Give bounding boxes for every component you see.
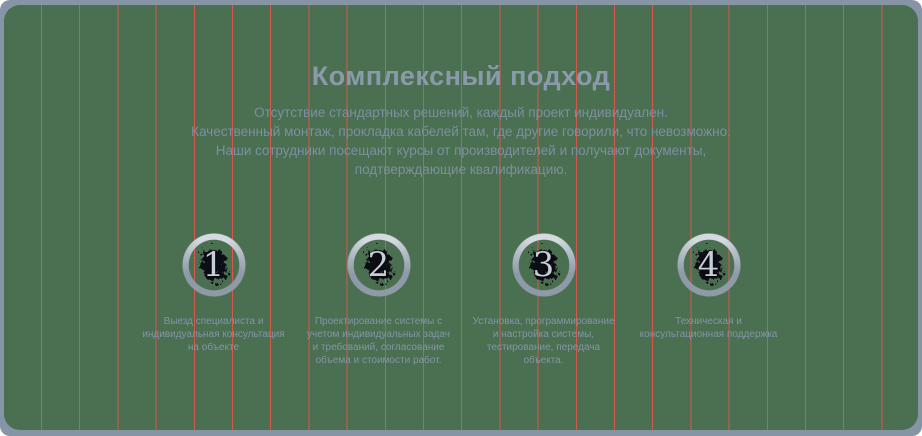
section-content: Комплексный подход Отсутствие стандартны… — [4, 61, 918, 430]
step-4-number: 4 — [697, 245, 720, 285]
steps-row: 1 Выезд специалиста и индивидуальная кон… — [131, 233, 791, 367]
step-4: 4 Техническая и консультационная поддерж… — [626, 233, 791, 367]
section-card: Комплексный подход Отсутствие стандартны… — [4, 5, 918, 430]
step-1-number: 1 — [202, 245, 225, 285]
step-3-badge: 3 — [511, 233, 576, 297]
step-2: 2 Проектирование системы с учетом индиви… — [296, 233, 461, 367]
step-4-badge: 4 — [676, 233, 741, 297]
step-2-caption: Проектирование системы с учетом индивиду… — [307, 316, 450, 366]
step-3-number: 3 — [532, 245, 555, 285]
step-2-badge: 2 — [346, 233, 411, 297]
step-1-badge: 1 — [181, 233, 246, 297]
step-4-caption: Техническая и консультационная поддержка — [639, 316, 778, 340]
section-subtitle: Отсутствие стандартных решений, каждый п… — [191, 105, 731, 177]
step-3: 3 Установка, программирование и настройк… — [461, 233, 626, 367]
step-3-caption: Установка, программирование и настройка … — [472, 316, 615, 366]
step-1-caption: Выезд специалиста и индивидуальная консу… — [142, 316, 285, 353]
step-2-number: 2 — [367, 245, 390, 285]
section-title: Комплексный подход — [311, 61, 611, 91]
step-1: 1 Выезд специалиста и индивидуальная кон… — [131, 233, 296, 367]
